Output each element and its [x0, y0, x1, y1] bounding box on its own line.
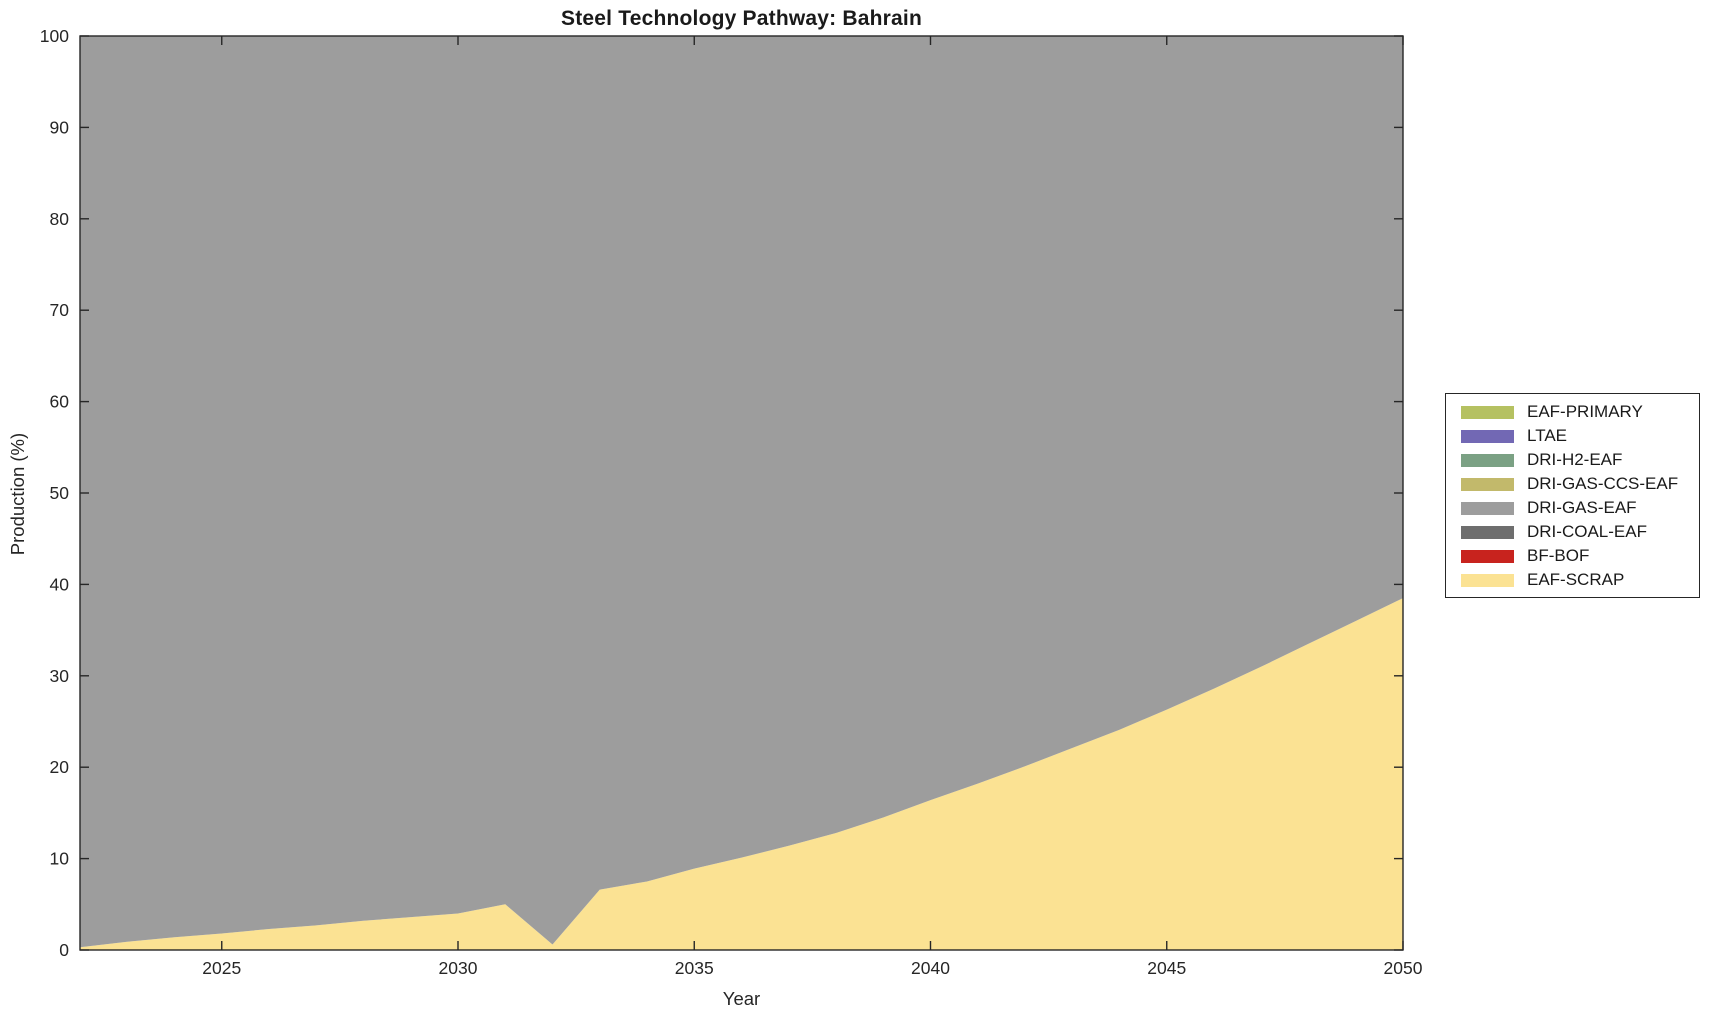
legend-item-dri-h2-eaf: DRI-H2-EAF	[1446, 448, 1699, 472]
legend-label: LTAE	[1527, 426, 1567, 445]
legend-label: DRI-GAS-CCS-EAF	[1527, 474, 1679, 493]
x-tick-label: 2035	[675, 958, 714, 978]
legend-swatch-ltae	[1461, 429, 1514, 443]
legend-item-dri-gas-ccs-eaf: DRI-GAS-CCS-EAF	[1446, 472, 1699, 496]
legend-item-ltae: LTAE	[1446, 424, 1699, 448]
y-tick-label: 20	[50, 757, 70, 777]
legend-swatch-dri-h2-eaf	[1461, 453, 1514, 467]
legend-item-eaf-scrap: EAF-SCRAP	[1446, 568, 1699, 592]
y-tick-label: 10	[50, 849, 70, 869]
legend-swatch-eaf-primary	[1461, 405, 1514, 419]
legend-label: EAF-SCRAP	[1527, 570, 1625, 589]
x-tick-label: 2050	[1384, 958, 1423, 978]
y-tick-label: 30	[50, 666, 70, 686]
legend-item-eaf-primary: EAF-PRIMARY	[1446, 400, 1699, 424]
x-tick-label: 2045	[1147, 958, 1186, 978]
legend-label: EAF-PRIMARY	[1527, 402, 1643, 421]
x-tick-label: 2030	[439, 958, 478, 978]
legend-swatch-bf-bof	[1461, 549, 1514, 563]
y-axis-label: Production (%)	[7, 432, 28, 556]
area-eaf-scrap	[80, 598, 1403, 950]
legend-label: BF-BOF	[1527, 546, 1590, 565]
y-tick-label: 60	[50, 392, 70, 412]
y-tick-label: 40	[50, 574, 70, 594]
y-tick-label: 50	[50, 483, 70, 503]
y-tick-label: 70	[50, 300, 70, 320]
x-tick-label: 2025	[202, 958, 241, 978]
y-tick-label: 100	[40, 26, 69, 46]
legend-swatch-dri-coal-eaf	[1461, 525, 1514, 539]
legend-swatch-eaf-scrap	[1461, 573, 1514, 587]
legend-label: DRI-GAS-EAF	[1527, 498, 1637, 517]
x-tick-label: 2040	[911, 958, 950, 978]
chart-title: Steel Technology Pathway: Bahrain	[561, 7, 922, 30]
area-dri-gas-eaf	[80, 36, 1403, 948]
y-tick-label: 0	[59, 940, 69, 960]
legend-item-dri-gas-eaf: DRI-GAS-EAF	[1446, 496, 1699, 520]
legend-swatch-dri-gas-eaf	[1461, 501, 1514, 515]
legend-swatch-dri-gas-ccs-eaf	[1461, 477, 1514, 491]
y-tick-label: 80	[50, 209, 70, 229]
legend-label: DRI-COAL-EAF	[1527, 522, 1647, 541]
legend-box: EAF-PRIMARY LTAE DRI-H2-EAF DRI-GAS-CCS-…	[1445, 393, 1700, 598]
legend-label: DRI-H2-EAF	[1527, 450, 1623, 469]
y-tick-label: 90	[50, 117, 70, 137]
legend-item-bf-bof: BF-BOF	[1446, 544, 1699, 568]
legend-item-dri-coal-eaf: DRI-COAL-EAF	[1446, 520, 1699, 544]
x-axis-label: Year	[722, 988, 761, 1009]
